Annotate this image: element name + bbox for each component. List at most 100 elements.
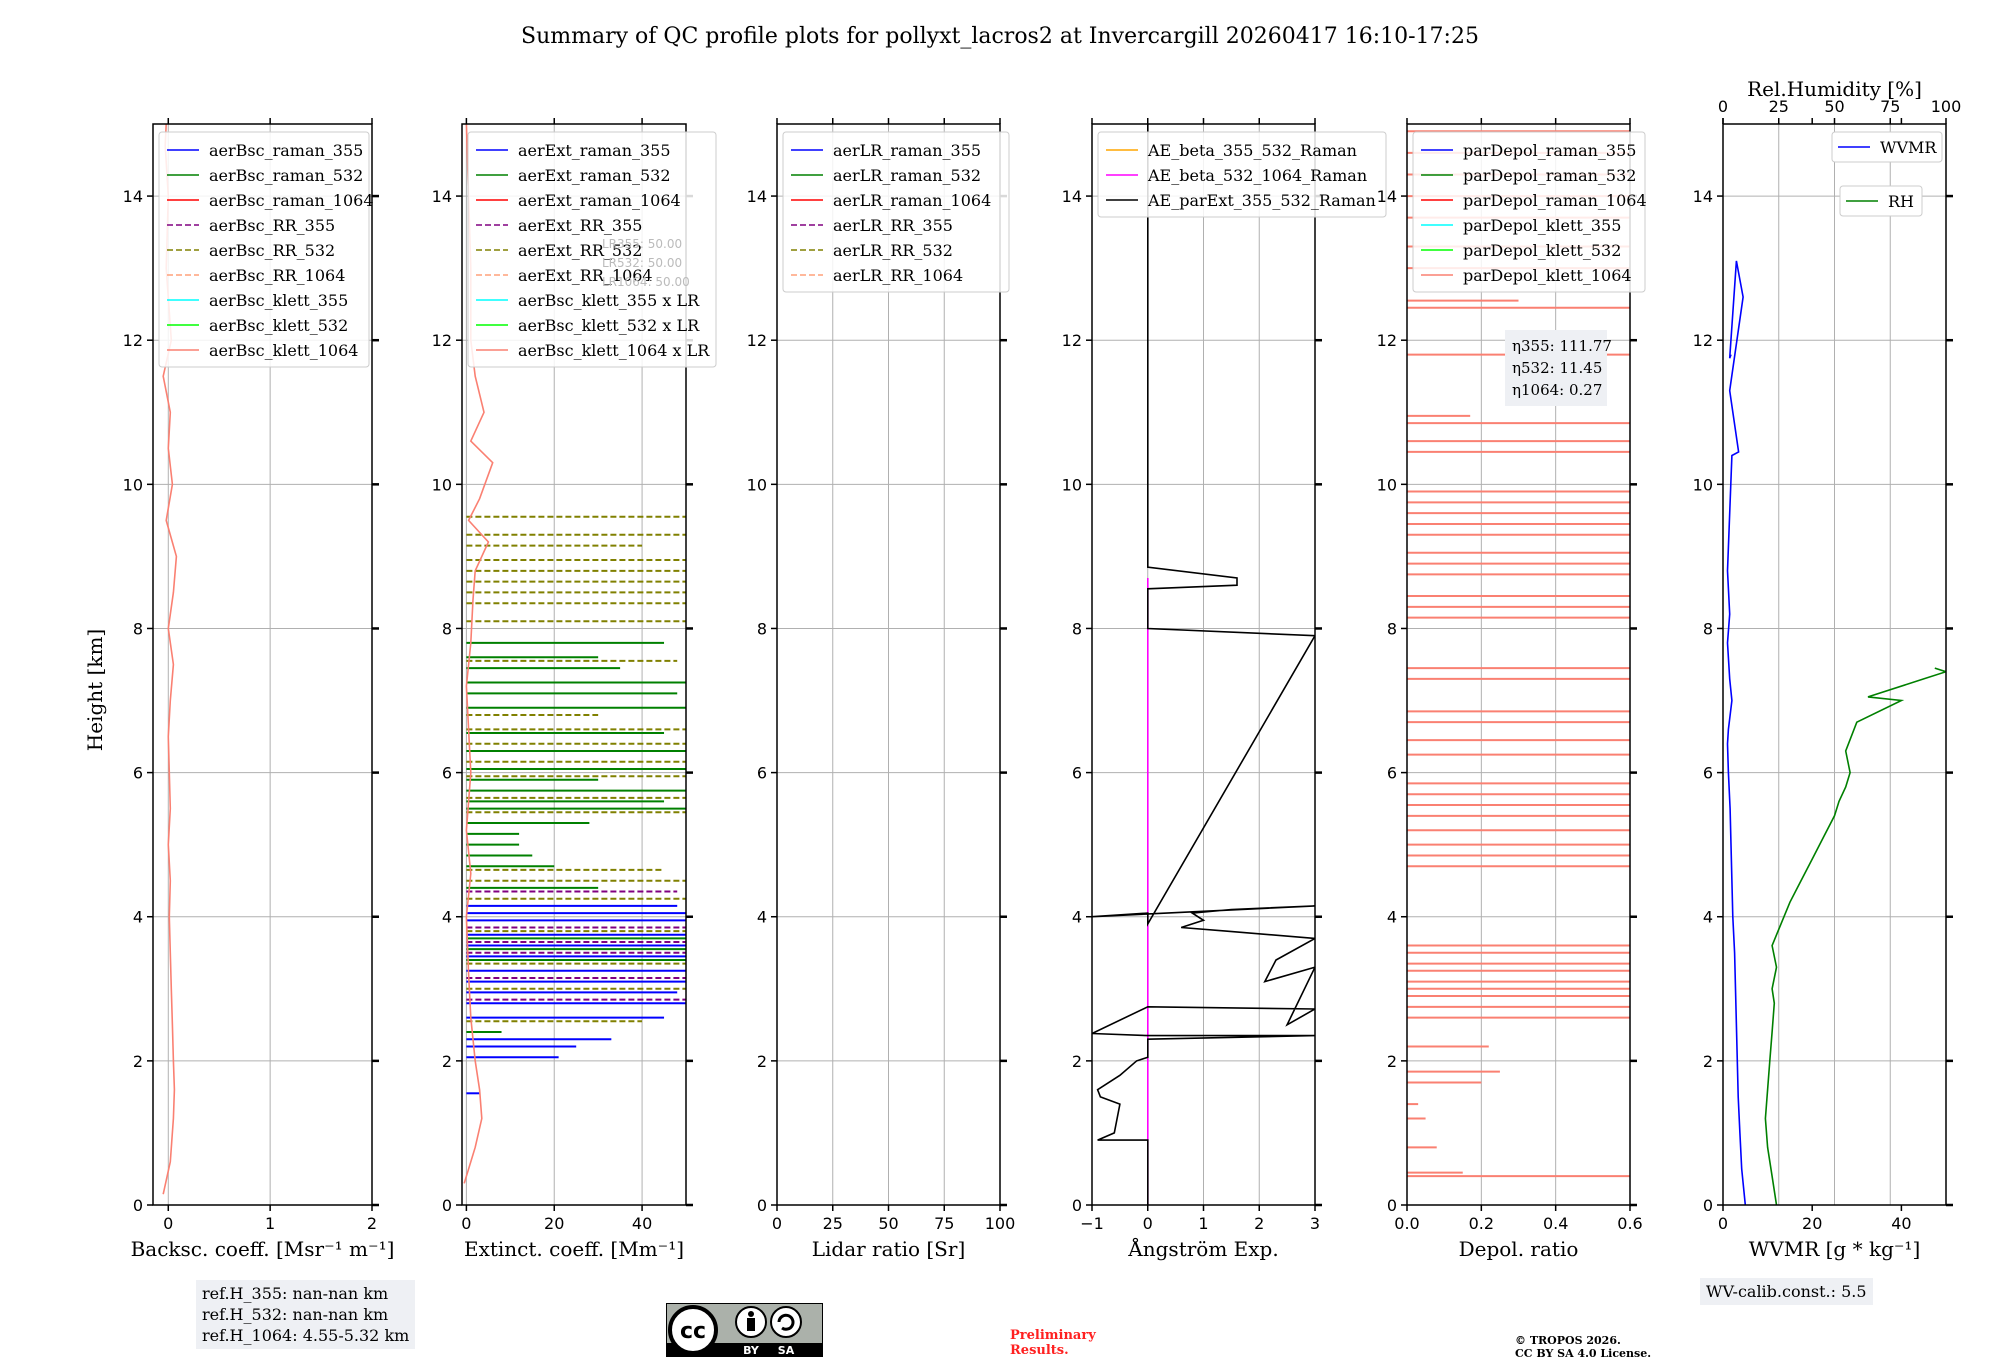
ytick-label: 0 [1072, 1196, 1082, 1215]
data-layer [1726, 260, 1946, 1205]
top-xtick-label: 0 [1718, 97, 1728, 116]
xtick-label: 0.6 [1617, 1214, 1642, 1233]
axes-frame [152, 123, 373, 1206]
ytick-label: 4 [757, 908, 767, 927]
legend-label: parDepol_klett_355 [1463, 216, 1621, 235]
panel-ext: 0 2 4 6 8 10 12 14 0 20 40 Extinct. coeff. [Mm⁻¹] ae… [432, 118, 717, 1261]
data-layer [1092, 124, 1315, 1205]
xtick-label: 3 [1310, 1214, 1320, 1233]
refh-355: ref.H_355: nan-nan km [202, 1284, 389, 1303]
legend-lr: aerLR_raman_355 aerLR_raman_532 aerLR_rama… [782, 131, 1010, 293]
eta-label: η532: 11.45 [1512, 359, 1602, 377]
ytick-label: 4 [133, 908, 143, 927]
series-AE_parExt_355_532_Raman [1092, 124, 1315, 1205]
xtick-label: 1 [265, 1214, 275, 1233]
legend-label: aerBsc_raman_1064 [209, 191, 374, 210]
legend-label: WVMR [1880, 138, 1937, 157]
top-xtick-label: 50 [1824, 97, 1844, 116]
ytick-label: 14 [432, 187, 452, 206]
eta-label: η355: 111.77 [1512, 337, 1612, 355]
ytick-label: 0 [1703, 1196, 1713, 1215]
wv-calib-box: WV-calib.const.: 5.5 [1700, 1278, 1873, 1305]
legend-label: aerBsc_klett_532 x LR [518, 316, 700, 335]
legend-label: aerLR_RR_532 [833, 241, 953, 260]
xtick-label: 1 [1198, 1214, 1208, 1233]
legend-RH: RH [1839, 185, 1923, 217]
legend-label: aerLR_raman_532 [833, 166, 981, 185]
ytick-label: 14 [123, 187, 143, 206]
ytick-label: 6 [133, 764, 143, 783]
legend-label: aerExt_raman_532 [518, 166, 671, 185]
xtick-label: 0.0 [1394, 1214, 1419, 1233]
legend-label: RH [1888, 192, 1914, 211]
ytick-label: 14 [747, 187, 767, 206]
preliminary-note: Preliminary Results. [1010, 1328, 1096, 1358]
ytick-label: 14 [1062, 187, 1082, 206]
x-axis-label: Depol. ratio [1459, 1237, 1579, 1261]
data-layer [463, 124, 686, 1184]
x-axis-label: WVMR [g * kg⁻¹] [1749, 1237, 1921, 1261]
x-axis-label: Ångström Exp. [1127, 1236, 1278, 1261]
xtick-label: 2 [1254, 1214, 1264, 1233]
y-axis-label: Height [km] [83, 629, 107, 751]
ytick-label: 10 [1693, 475, 1713, 494]
cc-license-icon: cc BY SA [666, 1303, 823, 1357]
ytick-label: 12 [1693, 331, 1713, 350]
ytick-label: 10 [1062, 475, 1082, 494]
series-RH [1764, 667, 1946, 1205]
cc-badge-text: cc [680, 1319, 706, 1344]
xtick-label: 40 [632, 1214, 652, 1233]
xtick-label: 20 [1802, 1214, 1822, 1233]
ytick-label: 8 [757, 619, 767, 638]
ytick-label: 10 [432, 475, 452, 494]
legend-label: AE_parExt_355_532_Raman [1147, 191, 1376, 210]
top-xtick-label: 25 [1769, 97, 1789, 116]
legend-WVMR: WVMR [1831, 131, 1943, 163]
legend-label: AE_beta_532_1064_Raman [1147, 166, 1367, 185]
ytick-label: 4 [442, 908, 452, 927]
wv-calib-text: WV-calib.const.: 5.5 [1706, 1282, 1867, 1301]
axes-frame [461, 123, 687, 1206]
top-xtick-label: 75 [1880, 97, 1900, 116]
legend-ext: aerExt_raman_355 aerExt_raman_532 aerExt_r… [467, 131, 717, 368]
ytick-label: 14 [1693, 187, 1713, 206]
ytick-label: 8 [442, 619, 452, 638]
ytick-label: 10 [1377, 475, 1397, 494]
ytick-label: 12 [747, 331, 767, 350]
top-xtick-label: 100 [1931, 97, 1962, 116]
xtick-label: 100 [985, 1214, 1016, 1233]
xtick-label: 0 [461, 1214, 471, 1233]
legend-ang: AE_beta_355_532_Raman AE_beta_532_1064_Ra… [1097, 131, 1387, 218]
xtick-label: 2 [367, 1214, 377, 1233]
ytick-label: 8 [1072, 619, 1082, 638]
ytick-label: 6 [1072, 764, 1082, 783]
legend-label: aerLR_raman_355 [833, 141, 981, 160]
xtick-label: 0 [1143, 1214, 1153, 1233]
copyright-note: © TROPOS 2026. CC BY SA 4.0 License. [1515, 1334, 1651, 1360]
ytick-label: 6 [757, 764, 767, 783]
ytick-label: 0 [757, 1196, 767, 1215]
lr-label: LR1064: 50.00 [602, 275, 690, 289]
ytick-label: 0 [133, 1196, 143, 1215]
xtick-label: 25 [823, 1214, 843, 1233]
xtick-label: 0 [163, 1214, 173, 1233]
ytick-label: 12 [1377, 331, 1397, 350]
eta-label: η1064: 0.27 [1512, 381, 1602, 399]
ytick-label: 12 [1062, 331, 1082, 350]
legend-dep: parDepol_raman_355 parDepol_raman_532 parD… [1412, 131, 1647, 293]
ytick-label: 10 [747, 475, 767, 494]
legend-label: aerBsc_raman_532 [209, 166, 363, 185]
eta-box [1505, 330, 1607, 406]
ytick-label: 8 [1703, 619, 1713, 638]
legend-bsc: aerBsc_raman_355 aerBsc_raman_532 aerBsc_r… [158, 131, 374, 368]
copyright-line-2: CC BY SA 4.0 License. [1515, 1347, 1652, 1360]
copyright-line-1: © TROPOS 2026. [1515, 1334, 1621, 1347]
ytick-label: 2 [442, 1052, 452, 1071]
panel-wv: 0 2 4 6 8 10 12 14 0 20 40 WVMR [g * kg⁻¹] 0 25 50 75 10… [1693, 77, 1962, 1261]
refh-532: ref.H_532: nan-nan km [202, 1305, 389, 1324]
ytick-label: 8 [133, 619, 143, 638]
legend-label: aerBsc_RR_355 [209, 216, 335, 235]
